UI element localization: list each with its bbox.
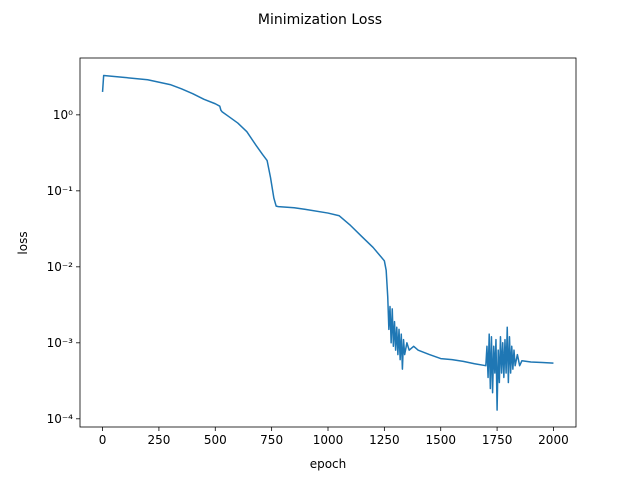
x-tick-label: 0 bbox=[99, 433, 107, 447]
y-tick-label: 10⁰ bbox=[53, 108, 73, 122]
x-tick-label: 2000 bbox=[538, 433, 569, 447]
y-tick-label: 10⁻² bbox=[47, 260, 74, 274]
chart-title: Minimization Loss bbox=[258, 12, 382, 28]
x-tick-label: 500 bbox=[204, 433, 227, 447]
y-tick-label: 10⁻¹ bbox=[47, 184, 74, 198]
x-tick-label: 1250 bbox=[369, 433, 400, 447]
y-tick-label: 10⁻⁴ bbox=[47, 412, 74, 426]
y-tick-label: 10⁻³ bbox=[47, 336, 74, 350]
x-tick-label: 1000 bbox=[313, 433, 344, 447]
x-tick-label: 1500 bbox=[425, 433, 456, 447]
x-axis-label: epoch bbox=[310, 457, 347, 471]
y-axis-label: loss bbox=[16, 231, 30, 254]
x-tick-label: 750 bbox=[260, 433, 283, 447]
x-tick-label: 250 bbox=[147, 433, 170, 447]
loss-line bbox=[101, 74, 554, 411]
x-tick-label: 1750 bbox=[482, 433, 513, 447]
